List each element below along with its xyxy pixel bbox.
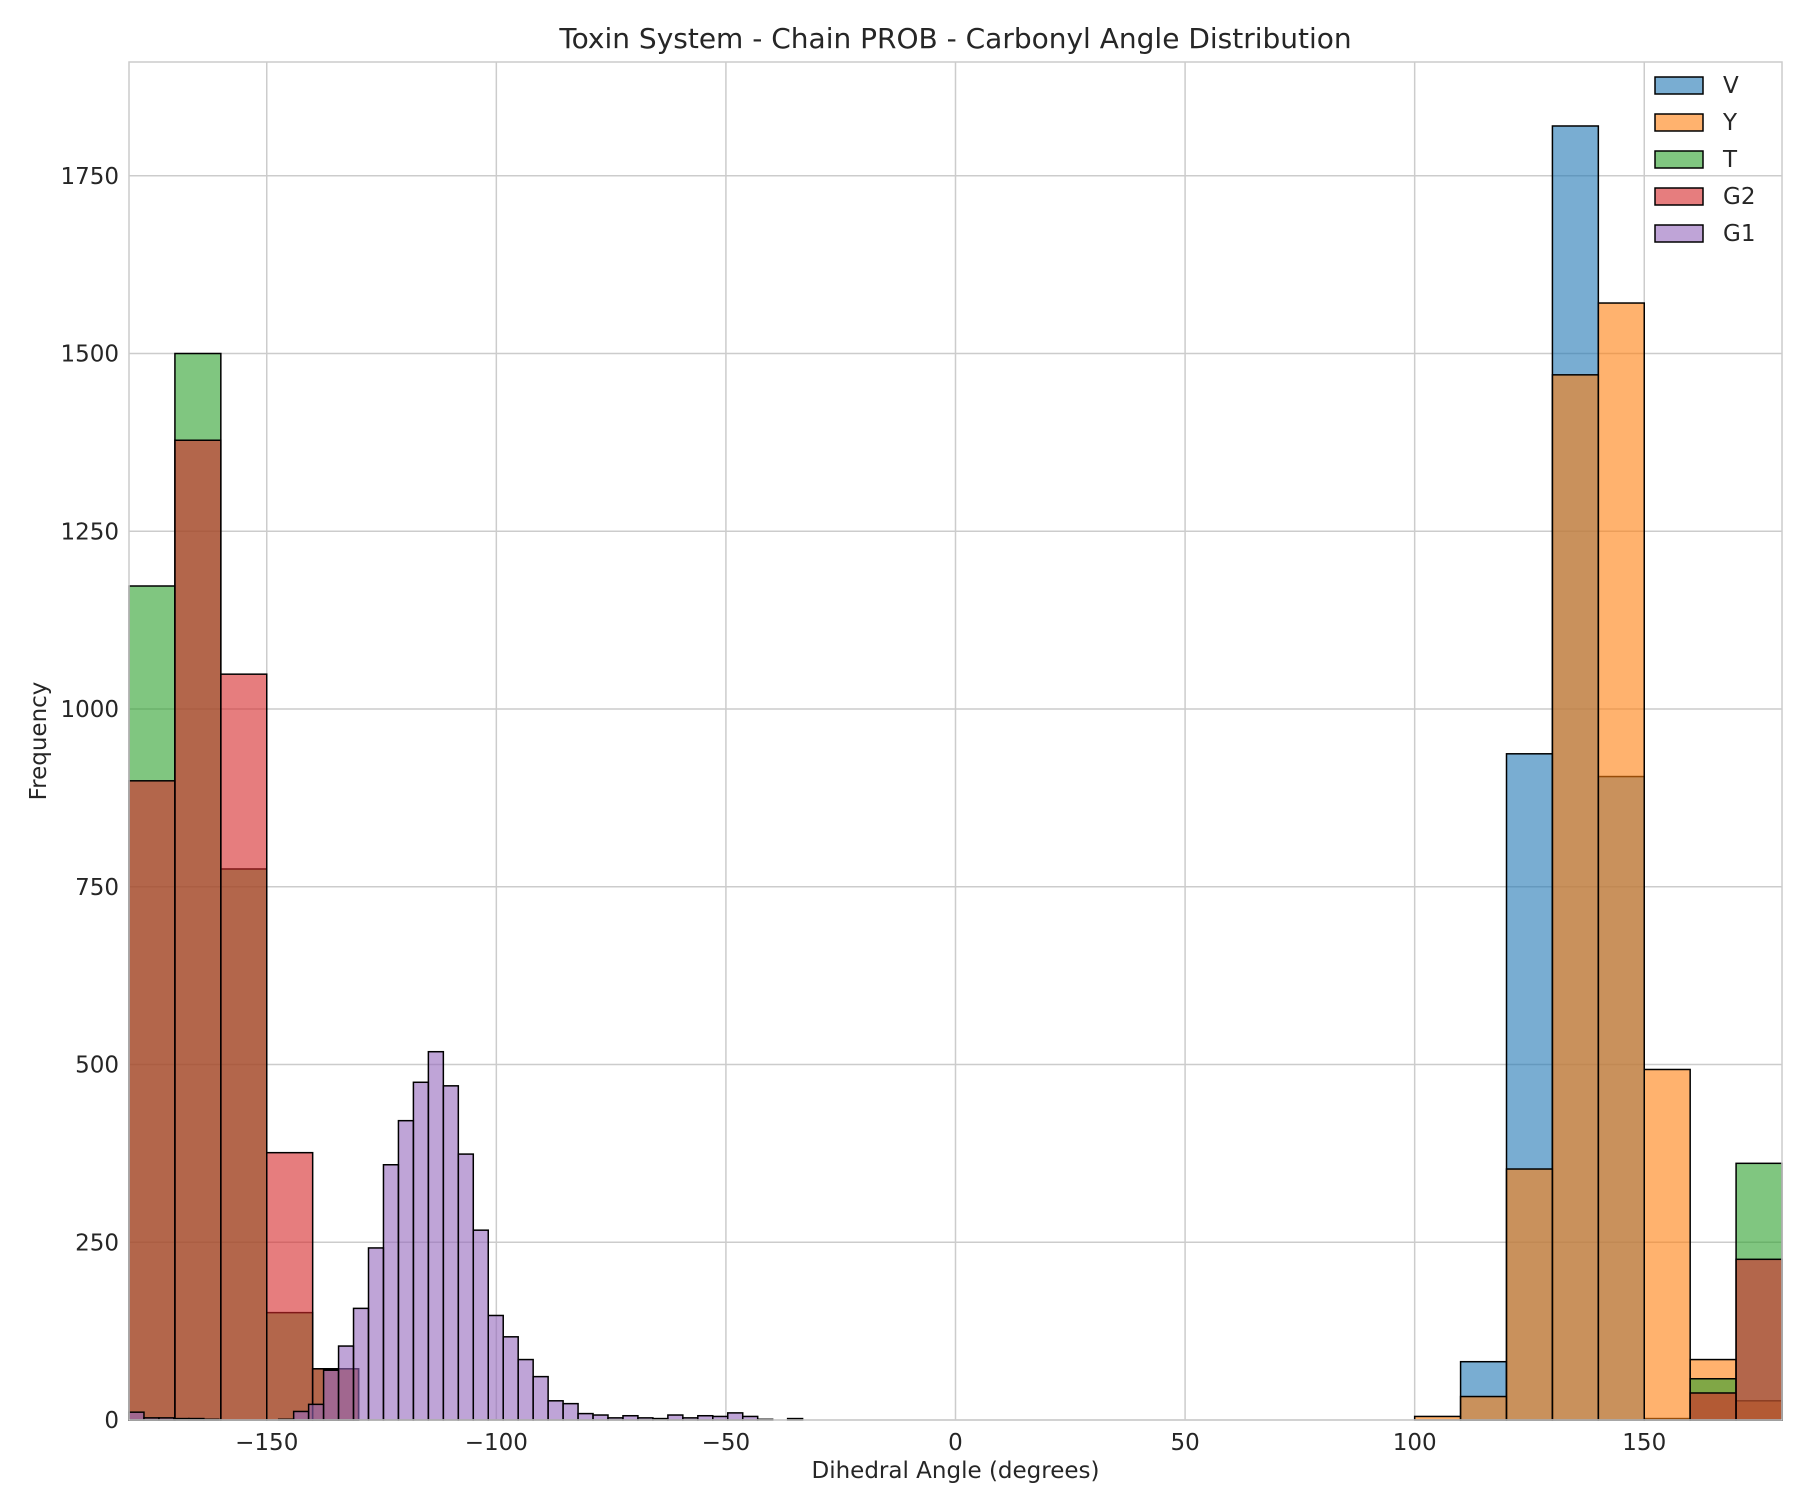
bar-G1-26 (577, 1412, 594, 1421)
bar-G1-12 (367, 1247, 385, 1421)
bar-G2-0 (128, 780, 176, 1421)
bar-G2-3 (266, 1151, 314, 1421)
bar-G1-23 (532, 1375, 549, 1421)
y-tick-label-6: 1500 (60, 342, 119, 368)
y-tick-label-7: 1750 (60, 164, 119, 190)
legend-swatch-T (1654, 150, 1704, 169)
bar-Y-4 (1597, 302, 1646, 1421)
y-tick-label-1: 250 (75, 1230, 119, 1256)
y-axis-label: Frequency (26, 682, 52, 801)
bar-G1-16 (427, 1050, 445, 1421)
bar-G1-11 (352, 1307, 370, 1421)
bar-G1-0 (128, 1411, 145, 1421)
bar-Y-2 (1505, 1168, 1554, 1421)
bar-G1-24 (547, 1400, 564, 1421)
grid-layer (129, 62, 1782, 1421)
legend-label-V: V (1723, 73, 1739, 99)
y-tick-label-2: 500 (75, 1053, 119, 1079)
plot-frame (128, 61, 1783, 1421)
legend-swatch-V (1654, 76, 1704, 95)
series-G1-bars (128, 1050, 804, 1421)
y-tick-label-3: 750 (75, 875, 119, 901)
bar-Y-3 (1551, 374, 1600, 1421)
x-tick-label-3: 0 (948, 1430, 963, 1456)
x-tick-label-1: −100 (465, 1430, 528, 1456)
x-tick-label-4: 50 (1170, 1430, 1199, 1456)
legend-label-G1: G1 (1723, 221, 1755, 247)
x-tick-label-6: 150 (1622, 1430, 1666, 1456)
bar-G1-19 (472, 1229, 490, 1421)
bar-G2-2 (220, 673, 268, 1421)
bars-layer (128, 125, 1783, 1421)
x-tick-label-0: −150 (235, 1430, 298, 1456)
x-tick-label-2: −50 (702, 1430, 751, 1456)
bar-G1-8 (307, 1403, 325, 1421)
legend-label-T: T (1722, 147, 1738, 173)
chart-title: Toxin System - Chain PROB - Carbonyl Ang… (558, 22, 1351, 55)
bar-G1-15 (412, 1081, 430, 1421)
bar-G1-9 (322, 1369, 340, 1421)
legend-swatch-G2 (1654, 187, 1704, 206)
y-tick-label-5: 1250 (60, 519, 119, 545)
legend-swatch-Y (1654, 113, 1704, 132)
x-axis-label: Dihedral Angle (degrees) (812, 1458, 1100, 1484)
legend-label-Y: Y (1722, 110, 1738, 136)
legend: VYT G2 G1 (1654, 73, 1755, 247)
y-tick-label-4: 1000 (60, 697, 119, 723)
legend-label-G2: G2 (1723, 184, 1755, 210)
legend-swatch-G1 (1654, 224, 1704, 243)
bar-G1-13 (382, 1164, 400, 1421)
series-Y-bars (1413, 302, 1783, 1421)
bar-G2-1 (174, 439, 222, 1421)
bar-G1-36 (727, 1412, 744, 1421)
bar-G2-5 (1689, 1392, 1737, 1421)
bar-G1-18 (457, 1153, 475, 1421)
bar-G1-7 (292, 1410, 310, 1421)
y-tick-label-0: 0 (104, 1408, 119, 1434)
bar-G1-10 (337, 1345, 355, 1421)
bar-G1-17 (442, 1085, 460, 1421)
ticks-layer: −150 −100 −50 0 50 100 15002505007501000125015… (60, 164, 1666, 1456)
x-tick-label-5: 100 (1393, 1430, 1437, 1456)
bar-G1-14 (397, 1119, 415, 1421)
bar-Y-1 (1459, 1395, 1508, 1421)
bar-G1-21 (502, 1336, 519, 1421)
bar-Y-5 (1643, 1068, 1691, 1421)
bar-G2-6 (1735, 1258, 1783, 1421)
bar-G1-25 (562, 1402, 579, 1421)
bar-G1-22 (517, 1358, 534, 1421)
bar-G1-20 (487, 1314, 504, 1421)
